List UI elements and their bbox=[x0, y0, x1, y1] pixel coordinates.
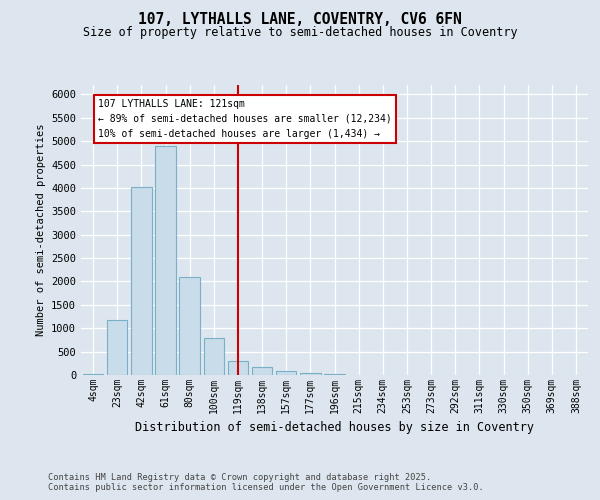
Bar bbox=[324, 374, 345, 375]
Bar bbox=[276, 370, 296, 375]
Text: Size of property relative to semi-detached houses in Coventry: Size of property relative to semi-detach… bbox=[83, 26, 517, 39]
Bar bbox=[179, 277, 200, 375]
Bar bbox=[107, 320, 127, 375]
Text: 107, LYTHALLS LANE, COVENTRY, CV6 6FN: 107, LYTHALLS LANE, COVENTRY, CV6 6FN bbox=[138, 12, 462, 28]
Bar bbox=[155, 146, 176, 375]
Bar bbox=[203, 338, 224, 375]
Bar bbox=[252, 367, 272, 375]
Text: Contains HM Land Registry data © Crown copyright and database right 2025.
Contai: Contains HM Land Registry data © Crown c… bbox=[48, 473, 484, 492]
Bar bbox=[300, 373, 320, 375]
X-axis label: Distribution of semi-detached houses by size in Coventry: Distribution of semi-detached houses by … bbox=[135, 422, 534, 434]
Y-axis label: Number of semi-detached properties: Number of semi-detached properties bbox=[35, 124, 46, 336]
Bar bbox=[227, 362, 248, 375]
Bar bbox=[83, 374, 103, 375]
Bar bbox=[131, 187, 152, 375]
Text: 107 LYTHALLS LANE: 121sqm
← 89% of semi-detached houses are smaller (12,234)
10%: 107 LYTHALLS LANE: 121sqm ← 89% of semi-… bbox=[98, 99, 392, 138]
